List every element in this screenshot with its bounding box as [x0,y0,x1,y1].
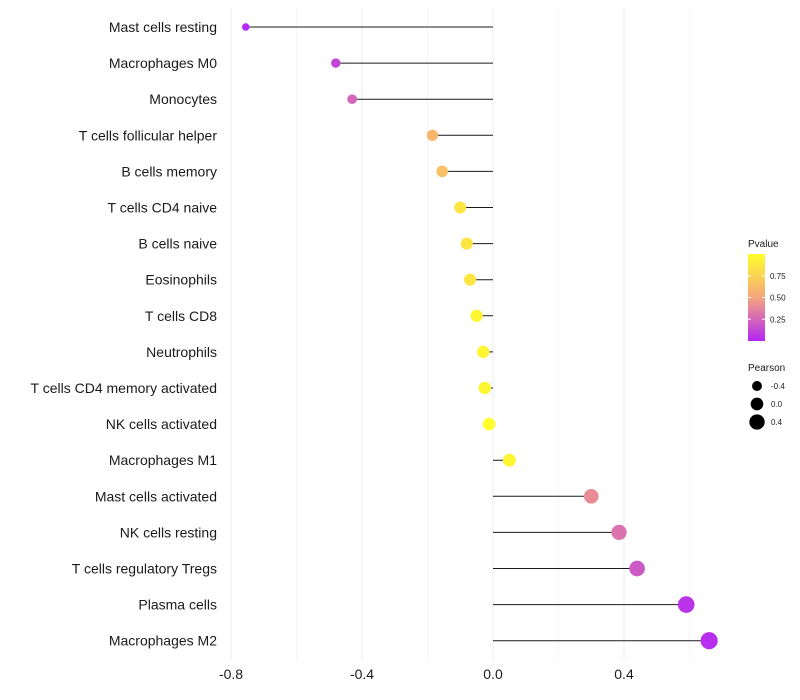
legend-pearson-dot [749,414,765,430]
data-point [583,488,599,504]
x-tick-label: 0.0 [483,666,503,682]
data-point [478,381,492,395]
category-label: T cells CD4 naive [108,200,218,216]
data-point [482,417,496,431]
legend-pearson-label: 0.0 [771,400,783,409]
category-labels: Mast cells resting Macrophages M0 Monocyte… [31,19,218,649]
category-label: Monocytes [149,91,217,107]
data-point [331,58,341,68]
legend-pearson-label: -0.4 [771,382,785,391]
lollipop-stems [245,26,710,642]
category-label: Mast cells activated [95,488,217,504]
legend-pearson-title: Pearson [748,363,785,374]
category-label: T cells CD8 [145,308,217,324]
x-axis-tick-labels: -0.8 -0.4 0.0 0.4 [219,666,634,682]
data-point [426,129,439,141]
data-point [611,524,627,541]
category-label: T cells regulatory Tregs [72,561,217,577]
category-label: Neutrophils [146,344,217,360]
category-label: T cells follicular helper [79,127,218,143]
category-label: Mast cells resting [109,19,217,35]
data-point [460,237,473,250]
legend-pearson-label: 0.4 [771,418,783,427]
category-label: NK cells resting [120,524,217,540]
data-point [677,596,695,613]
legend-pvalue-title: Pvalue [748,239,779,250]
category-label: B cells memory [121,163,217,179]
legend-pearson-dot [752,381,762,391]
x-tick-label: -0.8 [219,666,243,682]
data-point [700,632,718,650]
category-label: NK cells activated [106,416,217,432]
legend-pvalue-colorbar [748,254,765,341]
x-tick-label: -0.4 [350,666,374,682]
data-point [347,94,358,105]
category-label: Macrophages M1 [109,452,217,468]
data-point [629,560,645,577]
lollipop-dots [241,23,718,650]
category-label: Macrophages M0 [109,55,217,71]
legend-pvalue-tick-label: 0.25 [770,315,786,324]
legend-pvalue-tick-label: 0.75 [770,272,786,281]
data-point [463,273,477,286]
data-point [502,453,516,467]
legend-pearson-dot [750,397,764,411]
category-label: Macrophages M2 [109,633,217,649]
category-label: Eosinophils [145,272,217,288]
data-point [470,309,483,322]
data-point [241,23,250,31]
data-point [476,345,490,359]
category-label: T cells CD4 memory activated [31,380,217,396]
grid-lines [230,8,690,660]
x-tick-label: 0.4 [614,666,634,682]
data-point [454,201,467,214]
legend-pvalue-tick-label: 0.50 [770,294,786,303]
category-label: B cells naive [138,236,217,252]
data-point [436,165,449,178]
legend-pvalue: Pvalue 0.75 0.50 0.25 [748,239,786,341]
legend-pearson: Pearson -0.4 0.0 0.4 [748,363,785,430]
category-label: Plasma cells [138,597,217,613]
